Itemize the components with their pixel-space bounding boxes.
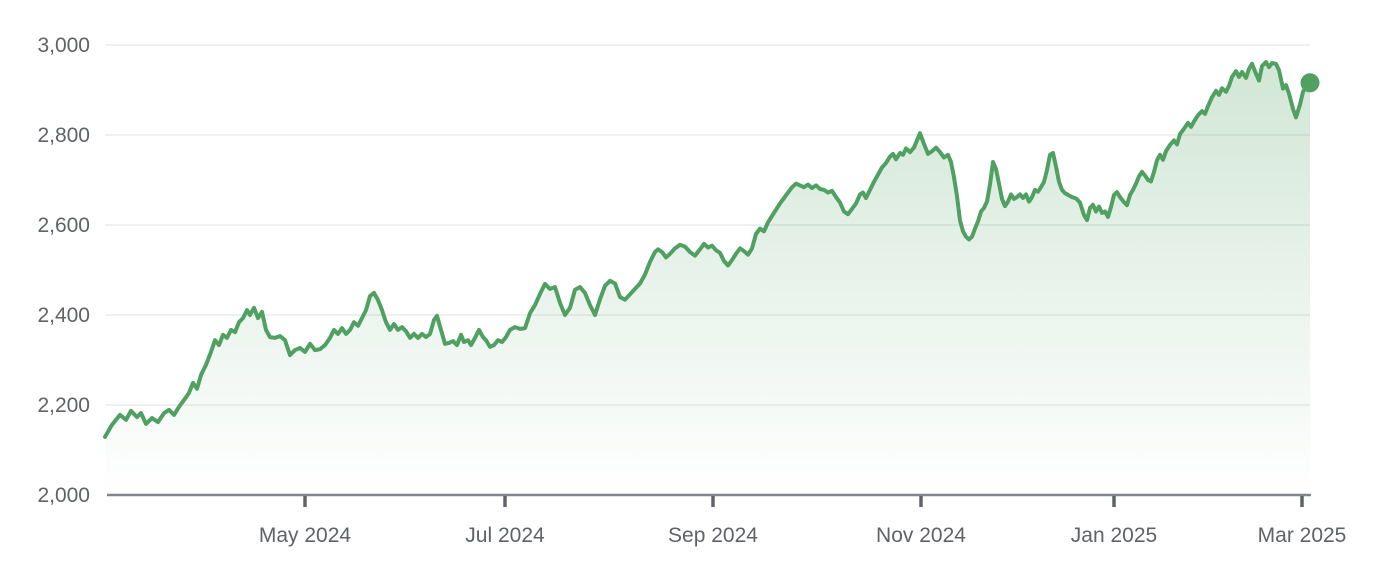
- y-axis-label-2800: 2,800: [37, 124, 90, 147]
- y-axis-label-2200: 2,200: [37, 394, 90, 417]
- latest-point-marker[interactable]: [1300, 73, 1320, 93]
- x-axis-label-nov-2024: Nov 2024: [876, 524, 966, 547]
- y-axis-label-3000: 3,000: [37, 34, 90, 57]
- x-axis-label-sep-2024: Sep 2024: [668, 524, 758, 547]
- x-axis-label-may-2024: May 2024: [259, 524, 352, 547]
- price-line[interactable]: [103, 60, 1312, 439]
- x-axis-label-jan-2025: Jan 2025: [1071, 524, 1157, 547]
- y-axis-label-2600: 2,600: [37, 214, 90, 237]
- x-axis-label-jul-2024: Jul 2024: [465, 524, 545, 547]
- price-area-fill: [105, 62, 1310, 495]
- x-axis-label-mar-2025: Mar 2025: [1258, 524, 1347, 547]
- y-axis-label-2400: 2,400: [37, 304, 90, 327]
- y-axis-label-2000: 2,000: [37, 484, 90, 507]
